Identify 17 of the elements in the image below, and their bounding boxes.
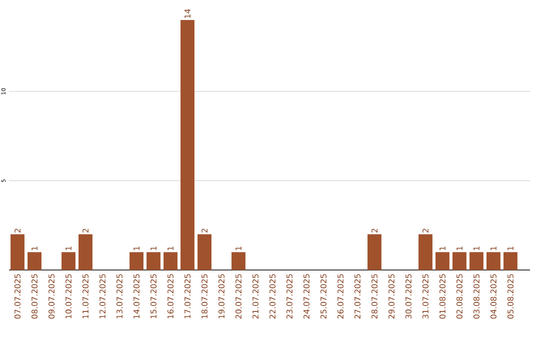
bar <box>10 234 24 270</box>
bar <box>198 234 212 270</box>
bar <box>28 252 42 270</box>
bar <box>486 252 500 270</box>
bar <box>180 20 194 270</box>
bar <box>435 252 450 270</box>
bar <box>232 252 246 270</box>
bar <box>78 234 92 270</box>
bar <box>130 252 144 270</box>
bar <box>418 234 432 270</box>
bar <box>469 252 484 270</box>
bar <box>368 234 382 270</box>
bar <box>503 252 518 270</box>
bar <box>146 252 160 270</box>
bar <box>452 252 466 270</box>
bar <box>164 252 178 270</box>
bar <box>62 252 76 270</box>
